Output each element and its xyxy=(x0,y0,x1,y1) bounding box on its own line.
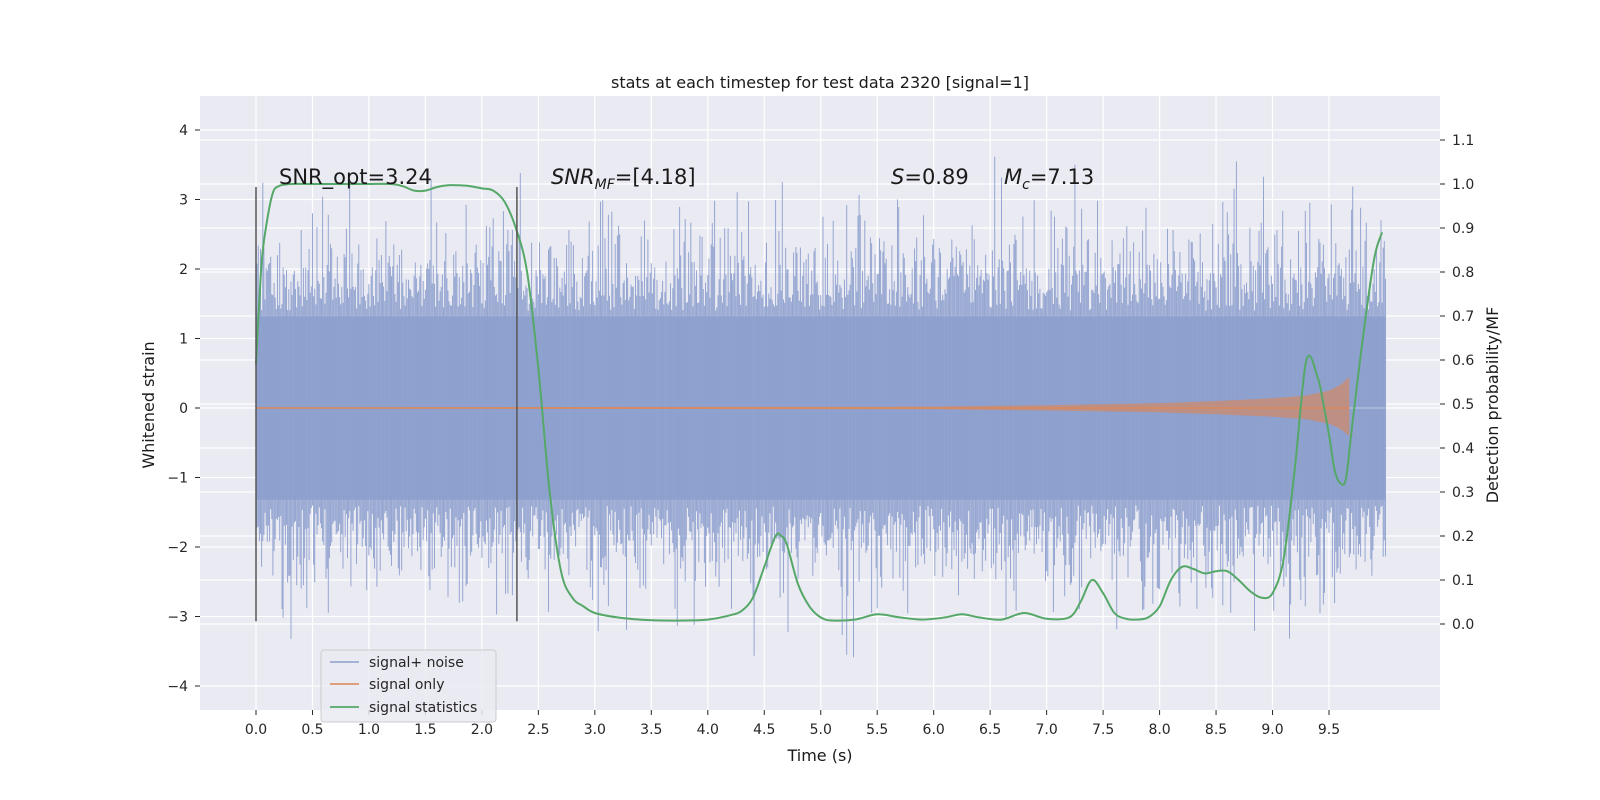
x-tick-label: 7.0 xyxy=(1035,722,1057,738)
y2-tick-label: 0.8 xyxy=(1452,265,1474,281)
x-tick-label: 3.0 xyxy=(584,722,606,738)
y-tick-label: 0 xyxy=(179,401,188,417)
x-tick-label: 0.5 xyxy=(301,722,323,738)
y-axis-label: Whitened strain xyxy=(139,341,158,468)
x-axis-label: Time (s) xyxy=(786,746,852,765)
y2-tick-label: 1.1 xyxy=(1452,133,1474,149)
x-tick-label: 5.0 xyxy=(810,722,832,738)
x-tick-label: 3.5 xyxy=(640,722,662,738)
y-tick-label: 3 xyxy=(179,193,188,209)
annotation-snr-mf-value: =[4.18] xyxy=(615,165,696,189)
x-tick-label: 7.5 xyxy=(1092,722,1114,738)
y2-tick-label: 0.5 xyxy=(1452,397,1474,413)
x-tick-label: 6.0 xyxy=(923,722,945,738)
x-tick-label: 2.0 xyxy=(471,722,493,738)
legend-label-signal-noise: signal+ noise xyxy=(369,655,464,671)
legend-box xyxy=(320,649,497,723)
annotation-mc: Mc=7.13 xyxy=(1004,165,1094,193)
legend: signal+ noise signal only signal statist… xyxy=(320,649,497,723)
annotation-mc-sub: c xyxy=(1022,177,1030,193)
annotation-s-value: =0.89 xyxy=(904,165,968,189)
annotation-s-prefix: S xyxy=(891,165,904,189)
series-signal-only xyxy=(256,376,1350,437)
annotation-snr-mf-sub: MF xyxy=(595,177,616,193)
vertical-markers xyxy=(255,186,518,622)
series-signal-statistics xyxy=(255,182,1384,622)
x-tick-label: 6.5 xyxy=(979,722,1001,738)
y-tick-label: 1 xyxy=(179,332,188,348)
annotation-snr-mf-prefix: SNR xyxy=(551,165,595,189)
x-tick-label: 5.5 xyxy=(866,722,888,738)
y2-tick-label: 0.7 xyxy=(1452,309,1474,325)
x-tick-label: 8.5 xyxy=(1205,722,1227,738)
x-tick-label: 9.0 xyxy=(1261,722,1283,738)
annotation-snr-mf: SNRMF=[4.18] xyxy=(551,165,696,193)
y2-tick-label: 0.2 xyxy=(1452,529,1474,545)
annotation-mc-value: =7.13 xyxy=(1030,165,1094,189)
statistics-trace xyxy=(255,182,1384,622)
y2-tick-label: 0.4 xyxy=(1452,441,1474,457)
y2-axis-label: Detection probability/MF xyxy=(1483,307,1502,504)
annotation-mc-prefix: M xyxy=(1004,165,1022,189)
y2-tick-label: 0.9 xyxy=(1452,221,1474,237)
x-tick-label: 9.5 xyxy=(1318,722,1340,738)
x-tick-label: 1.0 xyxy=(358,722,380,738)
x-tick-label: 2.5 xyxy=(527,722,549,738)
annotations: SNR_opt=3.24 SNRMF=[4.18] S=0.89 Mc=7.13 xyxy=(279,165,1094,193)
y-tick-label: −4 xyxy=(167,679,188,695)
x-ticks: 0.0 0.5 1.0 1.5 2.0 2.5 3.0 3.5 4.0 4.5 5.0 5.5 6.0 6… xyxy=(245,710,1340,738)
y2-tick-label: 1.0 xyxy=(1452,177,1474,193)
y2-tick-label: 0.0 xyxy=(1452,617,1474,633)
annotation-snr-opt: SNR_opt=3.24 xyxy=(279,165,432,190)
x-tick-label: 0.0 xyxy=(245,722,267,738)
y2-tick-label: 0.6 xyxy=(1452,353,1474,369)
y2-tick-label: 0.3 xyxy=(1452,485,1474,501)
signal-envelope xyxy=(256,376,1350,437)
y-tick-label: −3 xyxy=(167,610,188,626)
chart-title: stats at each timestep for test data 232… xyxy=(611,73,1029,92)
legend-label-signal-statistics: signal statistics xyxy=(369,700,477,716)
x-tick-label: 8.0 xyxy=(1148,722,1170,738)
annotation-s: S=0.89 xyxy=(891,165,969,189)
x-tick-label: 1.5 xyxy=(414,722,436,738)
x-tick-label: 4.0 xyxy=(697,722,719,738)
legend-label-signal-only: signal only xyxy=(369,677,444,693)
y-tick-label: 4 xyxy=(179,123,188,139)
y-tick-label: −2 xyxy=(167,540,188,556)
y2-tick-label: 0.1 xyxy=(1452,573,1474,589)
y2-ticks: 1.1 1.0 0.9 0.8 0.7 0.6 0.5 0.4 0.3 0.2 0.1 0.0 xyxy=(1440,133,1474,633)
y-tick-label: 2 xyxy=(179,262,188,278)
y-ticks: 4 3 2 1 0 −1 −2 −3 −4 xyxy=(167,123,200,695)
x-tick-label: 4.5 xyxy=(753,722,775,738)
y-tick-label: −1 xyxy=(167,471,188,487)
